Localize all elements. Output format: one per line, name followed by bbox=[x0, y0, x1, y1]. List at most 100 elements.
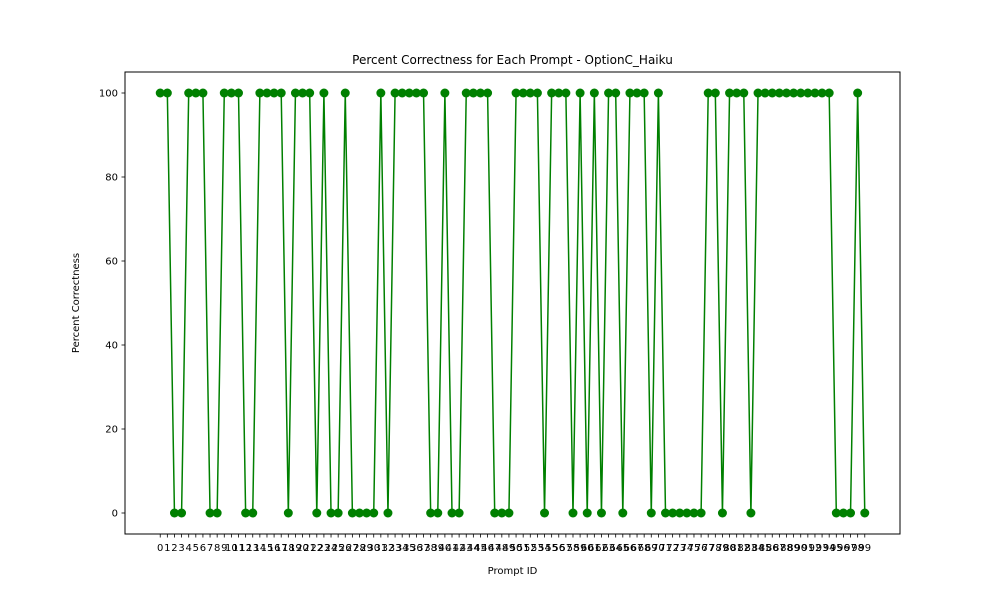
data-point bbox=[582, 508, 592, 518]
x-tick-label: 81 bbox=[730, 543, 743, 554]
data-point bbox=[653, 88, 663, 98]
x-tick-label: 37 bbox=[417, 543, 430, 554]
data-point bbox=[404, 88, 414, 98]
data-point bbox=[689, 508, 699, 518]
data-point bbox=[547, 88, 557, 98]
data-point bbox=[831, 508, 841, 518]
x-tick-label: 39 bbox=[431, 543, 444, 554]
x-tick-label: 10 bbox=[225, 543, 238, 554]
x-tick-label: 50 bbox=[510, 543, 523, 554]
data-point bbox=[589, 88, 599, 98]
x-axis-label: Prompt ID bbox=[488, 566, 538, 577]
data-point bbox=[540, 508, 550, 518]
y-tick-label: 60 bbox=[105, 257, 118, 268]
data-point bbox=[860, 508, 870, 518]
x-tick-label: 85 bbox=[759, 543, 772, 554]
x-tick-label: 72 bbox=[666, 543, 679, 554]
x-tick-label: 93 bbox=[816, 543, 829, 554]
data-point bbox=[354, 508, 364, 518]
data-point bbox=[810, 88, 820, 98]
x-axis: 0 1 2 3 4 5 6 7 8 9101112131415161718192021222324… bbox=[157, 534, 871, 554]
data-point bbox=[668, 508, 678, 518]
data-point bbox=[710, 88, 720, 98]
data-point bbox=[732, 88, 742, 98]
data-point bbox=[796, 88, 806, 98]
data-point bbox=[362, 508, 372, 518]
x-tick-label: 66 bbox=[624, 543, 637, 554]
x-tick-label: 3 bbox=[178, 543, 184, 554]
x-tick-label: 35 bbox=[403, 543, 416, 554]
x-tick-label: 68 bbox=[638, 543, 651, 554]
data-point bbox=[504, 508, 514, 518]
x-tick-label: 42 bbox=[453, 543, 466, 554]
data-point bbox=[475, 88, 485, 98]
x-tick-label: 71 bbox=[659, 543, 672, 554]
y-tick-label: 20 bbox=[105, 425, 118, 436]
data-point bbox=[397, 88, 407, 98]
x-tick-label: 96 bbox=[837, 543, 850, 554]
data-point bbox=[532, 88, 542, 98]
data-point bbox=[198, 88, 208, 98]
x-tick-label: 48 bbox=[495, 543, 508, 554]
x-tick-label: 45 bbox=[474, 543, 487, 554]
data-point bbox=[767, 88, 777, 98]
x-tick-label: 73 bbox=[673, 543, 686, 554]
x-tick-label: 53 bbox=[531, 543, 544, 554]
x-tick-label: 31 bbox=[374, 543, 387, 554]
data-point bbox=[411, 88, 421, 98]
x-tick-label: 8 bbox=[214, 543, 220, 554]
x-tick-label: 49 bbox=[503, 543, 516, 554]
data-point bbox=[340, 88, 350, 98]
x-tick-label: 47 bbox=[488, 543, 501, 554]
data-point bbox=[255, 88, 265, 98]
data-point bbox=[433, 508, 443, 518]
data-point bbox=[803, 88, 813, 98]
data-point bbox=[789, 88, 799, 98]
data-point bbox=[248, 508, 258, 518]
x-tick-label: 19 bbox=[289, 543, 302, 554]
data-point bbox=[290, 88, 300, 98]
x-tick-label: 78 bbox=[709, 543, 722, 554]
chart-title: Percent Correctness for Each Prompt - Op… bbox=[352, 53, 673, 67]
data-point bbox=[490, 508, 500, 518]
data-point bbox=[561, 88, 571, 98]
x-tick-label: 4 bbox=[186, 543, 192, 554]
y-tick-label: 100 bbox=[99, 89, 118, 100]
data-point bbox=[369, 508, 379, 518]
x-tick-label: 7 bbox=[207, 543, 213, 554]
data-point bbox=[746, 508, 756, 518]
x-tick-label: 21 bbox=[303, 543, 316, 554]
data-point bbox=[483, 88, 493, 98]
x-tick-label: 28 bbox=[353, 543, 366, 554]
data-point bbox=[596, 508, 606, 518]
x-tick-label: 34 bbox=[396, 543, 409, 554]
x-tick-label: 41 bbox=[446, 543, 459, 554]
data-point bbox=[319, 88, 329, 98]
data-point bbox=[824, 88, 834, 98]
x-tick-label: 40 bbox=[439, 543, 452, 554]
x-tick-label: 86 bbox=[766, 543, 779, 554]
x-tick-label: 54 bbox=[538, 543, 551, 554]
data-point bbox=[675, 508, 685, 518]
y-axis-label: Percent Correctness bbox=[71, 253, 82, 353]
x-tick-label: 91 bbox=[801, 543, 814, 554]
data-point bbox=[162, 88, 172, 98]
data-point bbox=[205, 508, 215, 518]
y-axis: 0 20 40 60 80 100 bbox=[99, 89, 125, 520]
x-tick-label: 99 bbox=[858, 543, 871, 554]
x-tick-label: 46 bbox=[481, 543, 494, 554]
x-tick-label: 89 bbox=[787, 543, 800, 554]
data-point bbox=[568, 508, 578, 518]
x-tick-label: 76 bbox=[695, 543, 708, 554]
data-point bbox=[661, 508, 671, 518]
x-tick-label: 11 bbox=[232, 543, 245, 554]
x-tick-label: 44 bbox=[467, 543, 480, 554]
data-point bbox=[753, 88, 763, 98]
x-tick-label: 14 bbox=[253, 543, 266, 554]
x-tick-label: 69 bbox=[645, 543, 658, 554]
data-point bbox=[468, 88, 478, 98]
data-point bbox=[177, 508, 187, 518]
data-point bbox=[347, 508, 357, 518]
x-tick-label: 58 bbox=[567, 543, 580, 554]
data-point bbox=[447, 508, 457, 518]
